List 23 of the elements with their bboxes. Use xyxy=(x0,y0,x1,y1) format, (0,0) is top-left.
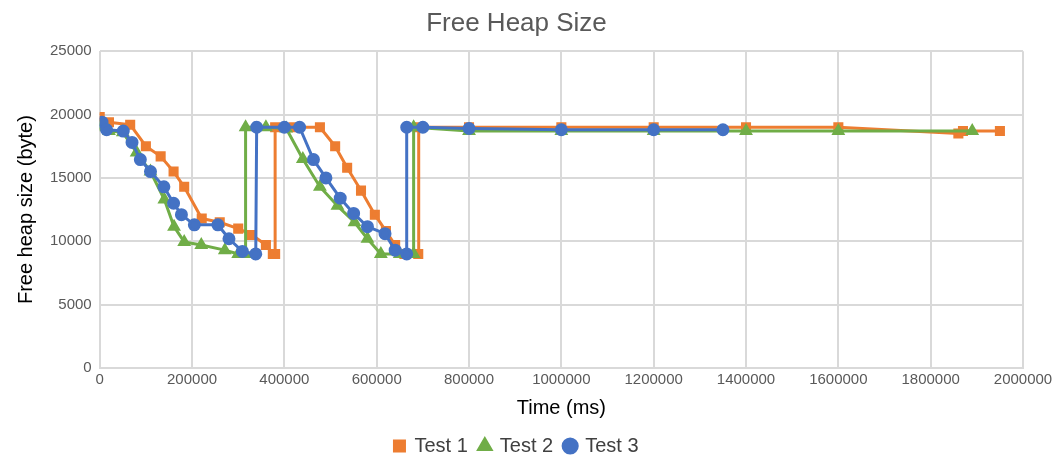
x-tick-label: 1200000 xyxy=(624,370,683,388)
y-tick-label: 10000 xyxy=(49,231,92,249)
x-tick-label: 600000 xyxy=(351,370,402,388)
x-axis-title: Time (ms) xyxy=(516,395,606,418)
y-tick-label: 20000 xyxy=(49,104,92,122)
x-tick-label: 2000000 xyxy=(993,370,1053,388)
x-tick-label: 1000000 xyxy=(532,370,591,388)
x-tick-label: 200000 xyxy=(167,370,218,388)
y-tick-label: 25000 xyxy=(49,41,92,59)
y-tick-label: 5000 xyxy=(58,294,92,312)
y-axis-title: Free heap size (byte) xyxy=(13,115,36,305)
legend-label: Test 1 xyxy=(414,433,468,456)
x-tick-label: 1800000 xyxy=(901,370,960,388)
y-tick-label: 15000 xyxy=(49,168,92,186)
x-tick-label: 1400000 xyxy=(716,370,776,388)
legend-label: Test 3 xyxy=(585,433,639,456)
y-tick-label: 0 xyxy=(83,358,92,376)
x-tick-label: 400000 xyxy=(259,370,310,388)
x-tick-label: 800000 xyxy=(444,370,495,388)
chart-title: Free Heap Size xyxy=(426,6,607,37)
legend-label: Test 2 xyxy=(499,433,554,456)
x-tick-label: 0 xyxy=(95,370,104,388)
x-tick-label: 1600000 xyxy=(809,370,868,388)
